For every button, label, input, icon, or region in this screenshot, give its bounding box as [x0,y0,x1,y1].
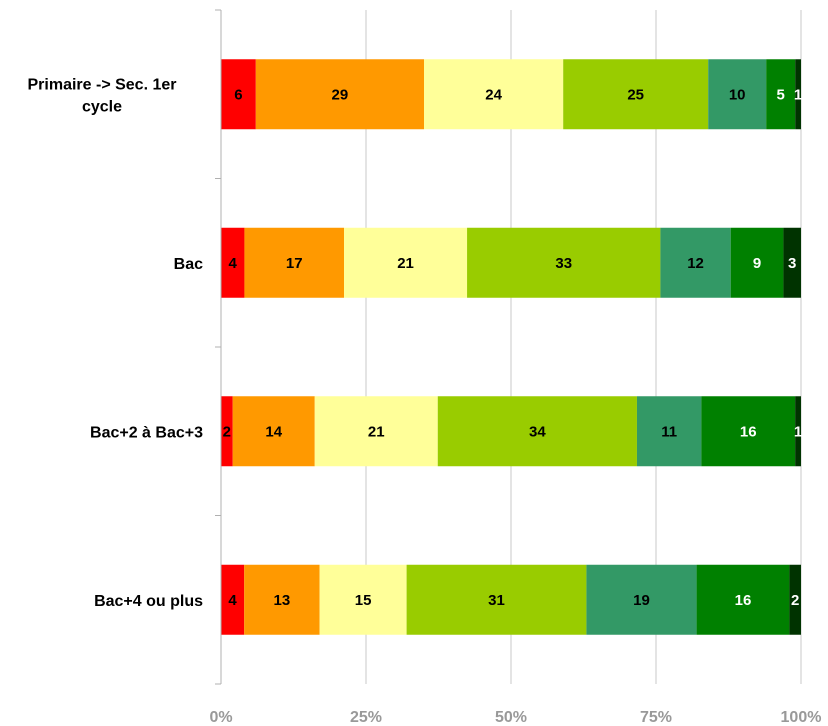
x-tick-label: 0% [209,709,232,726]
category-labels: Primaire -> Sec. 1er cycle Bac Bac+2 à Bac+… [28,76,204,610]
bar-value-label: 4 [229,255,238,272]
x-tick-label: 50% [495,709,527,726]
bar-segment [795,396,801,467]
bar-value-label: 21 [368,423,385,440]
bar-value-label: 14 [265,423,282,440]
bar-value-label: 3 [788,255,796,272]
bar-segment [636,396,702,467]
bar-segment [789,564,801,635]
bar-segment [406,564,587,635]
bar-value-label: 2 [791,592,799,609]
bar-value-label: 24 [485,86,502,103]
bar-value-label: 16 [740,423,757,440]
category-label-line: cycle [82,98,122,115]
bar-segment [783,227,801,298]
bar-segment [766,59,796,130]
bar-segment [696,564,790,635]
bar-value-label: 21 [397,255,414,272]
category-label: Bac+4 ou plus [94,593,203,610]
bar-segment [319,564,407,635]
bar-segment [314,396,438,467]
bar-value-label: 33 [555,255,572,272]
bar-segment [437,396,637,467]
category-label: Bac [174,256,203,273]
x-tick-label: 25% [350,709,382,726]
bar-segment [660,227,731,298]
bar-value-label: 9 [753,255,761,272]
bar-segment [244,564,320,635]
bar-value-label: 10 [729,86,746,103]
bar-value-label: 5 [777,86,785,103]
bar-value-label: 15 [355,592,372,609]
bar-value-label: 25 [627,86,644,103]
bar-value-label: 4 [228,592,237,609]
bar-segment [795,59,801,130]
category-label-line: Bac [174,256,203,273]
bar-value-label: 16 [735,592,752,609]
bar-segment [467,227,661,298]
category-label-line: Primaire -> Sec. 1er [28,76,177,93]
bar-value-label: 34 [529,423,546,440]
category-label-line: Bac+4 ou plus [94,593,203,610]
bar-segment [221,564,245,635]
category-label-line: Bac+2 à Bac+3 [90,424,203,441]
bar-value-label: 17 [286,255,303,272]
bar-segment [244,227,345,298]
bar-value-label: 6 [234,86,242,103]
bar-segment [708,59,767,130]
x-tick-label: 100% [781,709,822,726]
bar-segment [730,227,784,298]
bar-segment [701,396,796,467]
bar-value-label: 11 [661,423,677,440]
bar-segment [221,59,256,130]
bar-segment [221,227,245,298]
category-label: Primaire -> Sec. 1er cycle [28,76,177,115]
bar-value-label: 2 [223,423,231,440]
bar-value-label: 12 [687,255,704,272]
bar-segment [586,564,697,635]
bar-segment [424,59,564,130]
bar-value-label: 13 [274,592,291,609]
category-label: Bac+2 à Bac+3 [90,424,203,441]
bar-value-label: 19 [633,592,650,609]
bar-segment [344,227,468,298]
x-tick-labels: 0% 25% 50% 75% 100% [209,709,821,726]
bar-segment [221,396,233,467]
bar-segment [563,59,709,130]
category-axis [215,9,222,685]
bar-value-label: 1 [794,86,802,103]
bar-segment [232,396,315,467]
bar-segment [255,59,424,130]
bar-value-label: 31 [488,592,505,609]
x-tick-label: 75% [640,709,672,726]
bar-value-label: 1 [794,423,802,440]
bar-segments: 6 29 24 25 10 5 14 17 21 33 12 9 32 14 21 34 11 16 14 13 15 3… [221,59,802,635]
bar-value-label: 29 [332,86,349,103]
